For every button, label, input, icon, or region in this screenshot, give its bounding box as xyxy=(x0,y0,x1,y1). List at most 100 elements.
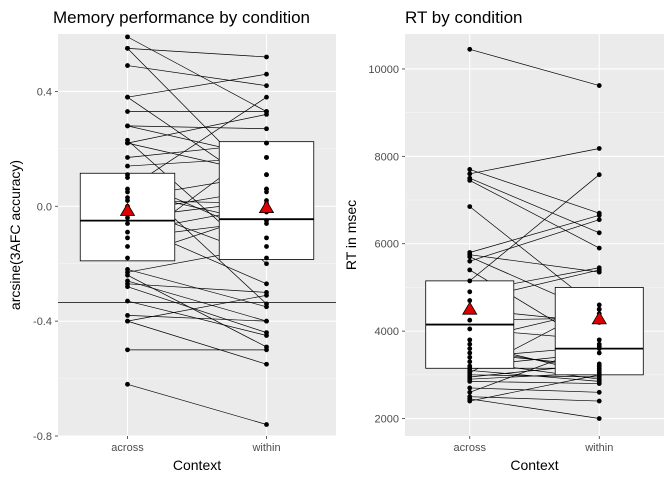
panel2-point-across xyxy=(467,350,473,356)
panel2-title: RT by condition xyxy=(405,8,523,27)
panel1-y-tick-label: -0.8 xyxy=(33,431,52,443)
panel1-point-within xyxy=(264,140,269,146)
panel1-subject-line xyxy=(127,320,267,365)
panel1-point-across xyxy=(125,109,130,114)
panel1-point-within xyxy=(264,333,269,338)
panel1-point-across xyxy=(125,163,130,169)
panel1-y-tick-label: 0.0 xyxy=(37,201,52,213)
panel1-subject-line xyxy=(127,125,267,130)
panel2-point-within xyxy=(596,245,602,251)
panel1-point-across xyxy=(125,123,130,129)
panel2-subject-line xyxy=(469,396,600,402)
panel1-subject-line xyxy=(127,286,267,333)
panel2-point-within xyxy=(596,398,602,404)
panel1-point-within xyxy=(264,235,269,241)
panel2-subject-line xyxy=(469,215,600,253)
panel2-subject-line xyxy=(469,169,600,214)
panel1-point-across xyxy=(125,284,130,290)
panel2-point-within xyxy=(596,337,602,343)
panel1-point-within xyxy=(264,155,269,160)
panel2-point-within xyxy=(596,365,602,371)
panel2-point-within xyxy=(596,341,602,347)
panel2-x-tick-label-within: within xyxy=(584,442,613,454)
panel1-point-within xyxy=(264,422,269,427)
panel2-subject-line xyxy=(469,398,600,419)
panel2-point-across xyxy=(467,354,473,360)
panel2-y-tick-label: 6000 xyxy=(375,239,399,251)
panel2-point-across xyxy=(467,278,473,284)
panel1-point-across xyxy=(125,221,130,226)
panel2-subject-line xyxy=(469,148,600,175)
panel2-y-tick-label: 4000 xyxy=(375,326,399,338)
panel1-point-within xyxy=(264,71,269,77)
panel1-point-within xyxy=(264,126,269,132)
panel1-point-across xyxy=(125,229,130,235)
panel1-point-across xyxy=(125,272,130,278)
panel1-point-across xyxy=(125,215,130,221)
panel2-point-across xyxy=(467,177,473,183)
panel1-point-within xyxy=(264,292,269,298)
panel2-point-across xyxy=(467,337,473,343)
panel1-chart: -0.8 -0.4 0.0 0.4 across within Memory perform… xyxy=(7,8,336,473)
panel1-mean-marker-within xyxy=(258,199,275,214)
panel1-point-within xyxy=(264,255,269,261)
panel2-point-across xyxy=(467,385,473,391)
panel1-subject-line xyxy=(127,114,267,144)
panel1-point-across xyxy=(125,235,130,241)
panel1-point-across xyxy=(125,34,130,40)
panel2-subject-line xyxy=(469,219,600,262)
panel1-point-across xyxy=(125,63,130,68)
panel1-title: Memory performance by condition xyxy=(53,8,310,27)
panel1-x-tick-label-across: across xyxy=(111,442,144,454)
panel1-subject-line xyxy=(127,65,267,87)
panel1-point-across xyxy=(125,155,130,160)
panel1-point-within xyxy=(264,244,269,249)
panel1-point-within xyxy=(264,361,269,367)
panel1-point-within xyxy=(264,318,269,324)
panel2-subject-line xyxy=(469,381,600,384)
panel2-point-across xyxy=(467,171,473,177)
panel2-point-within xyxy=(596,302,602,308)
panel2-y-axis-label: RT in msec xyxy=(343,200,359,270)
panel2-point-within xyxy=(596,306,602,312)
panel2-subject-line xyxy=(469,174,600,282)
panel2-x-tick-label-across: across xyxy=(454,442,487,454)
panel2-point-across xyxy=(467,398,473,404)
panel1-x-axis-label: Context xyxy=(173,457,221,473)
panel1-point-within xyxy=(264,304,269,310)
panel1-point-across xyxy=(125,94,130,100)
panel1-mean-marker-across xyxy=(119,202,136,216)
panel1-subject-line xyxy=(127,274,267,348)
panel2-chart: 2000 4000 6000 8000 10000 across within RT by c… xyxy=(343,8,664,473)
panel2-point-within xyxy=(596,350,602,356)
panel1-point-within xyxy=(264,172,269,178)
panel1-subject-line xyxy=(127,283,267,293)
panel2-point-across xyxy=(467,326,473,332)
panel2-y-tick-label: 2000 xyxy=(375,414,399,426)
panel1-x-tick-label-within: within xyxy=(251,442,280,454)
panel2-point-within xyxy=(596,381,602,386)
panel2-point-across xyxy=(467,378,473,384)
panel1-point-across xyxy=(125,198,130,203)
panel1-point-across xyxy=(125,255,130,261)
panel1-point-within xyxy=(264,344,269,350)
panel2-y-tick-label: 10000 xyxy=(368,64,399,76)
panel2-point-across xyxy=(467,346,473,352)
panel2-point-across xyxy=(467,204,473,209)
panel2-point-within xyxy=(596,212,602,218)
panel1-point-within xyxy=(264,54,269,60)
panel1-point-within xyxy=(264,281,269,287)
panel2-point-within xyxy=(596,217,602,223)
panel2-point-within xyxy=(596,83,602,88)
panel1-y-tick-label: -0.4 xyxy=(33,316,52,328)
panel2-point-across xyxy=(467,289,473,295)
panel1-point-across xyxy=(125,140,130,146)
panel2-point-within xyxy=(596,361,602,367)
panel2-point-across xyxy=(467,359,473,365)
panel2-point-within xyxy=(596,372,602,378)
panel2-point-across xyxy=(467,167,473,172)
panel1-point-across xyxy=(125,189,130,195)
panel2-point-across xyxy=(467,258,473,264)
panel1-point-within xyxy=(264,94,269,100)
panel2-point-across xyxy=(467,317,473,323)
